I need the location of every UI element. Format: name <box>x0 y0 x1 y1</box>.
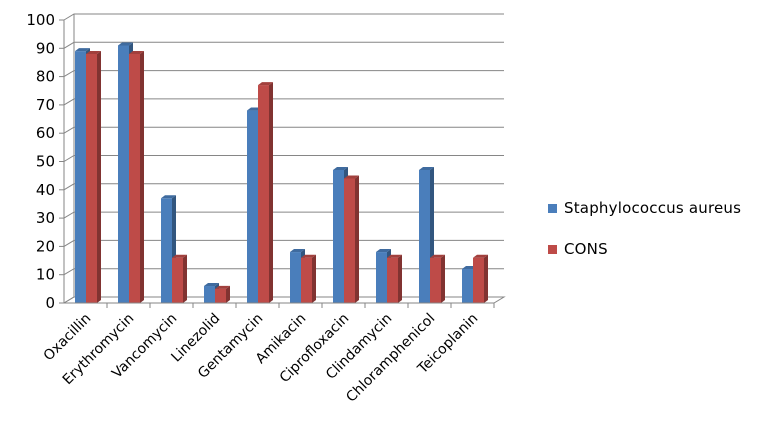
x-axis: OxacillinErythromycinVancomycinLinezolid… <box>41 302 495 406</box>
bar <box>344 175 359 303</box>
gridline <box>63 239 504 247</box>
legend: Staphylococcus aureus CONS <box>548 196 741 278</box>
bar-side <box>484 254 488 303</box>
bar-top <box>86 50 101 54</box>
gridline <box>63 211 504 219</box>
bar-front <box>75 51 86 303</box>
bar-top <box>129 50 144 54</box>
y-tick-label: 30 <box>36 209 55 227</box>
bar-top <box>258 82 273 86</box>
bar <box>473 254 488 303</box>
y-tick-label: 0 <box>45 294 55 312</box>
bar-front <box>247 110 258 303</box>
bar-side <box>140 50 144 304</box>
bar-top <box>344 175 359 179</box>
bars <box>75 42 488 304</box>
bar <box>86 50 101 304</box>
bar-top <box>118 42 133 46</box>
bar <box>172 254 187 303</box>
y-tick-label: 50 <box>36 153 55 171</box>
bar-top <box>376 249 391 253</box>
gridline <box>63 98 504 106</box>
legend-label-cons: CONS <box>564 240 608 258</box>
bar <box>258 82 273 303</box>
y-tick-label: 20 <box>36 237 55 255</box>
bar-top <box>419 166 434 170</box>
y-tick-label: 40 <box>36 181 55 199</box>
bar-side <box>355 175 359 303</box>
bar-front <box>419 169 430 303</box>
bar-side <box>269 82 273 303</box>
bar-front <box>430 257 441 303</box>
bar-front <box>86 53 97 304</box>
bar-front <box>204 286 215 303</box>
bar-side <box>226 285 230 303</box>
bar-front <box>387 257 398 303</box>
bar-front <box>129 53 140 304</box>
bar-top <box>301 254 316 258</box>
y-tick-label: 80 <box>36 68 55 86</box>
y-tick-label: 90 <box>36 39 55 57</box>
gridline <box>63 183 504 191</box>
bar-front <box>462 269 473 303</box>
gridline <box>63 126 504 134</box>
legend-item-s-aureus: Staphylococcus aureus <box>548 196 741 220</box>
bar-top <box>172 254 187 258</box>
legend-label-s-aureus: Staphylococcus aureus <box>564 199 742 217</box>
y-tick-label: 60 <box>36 124 55 142</box>
bar-front <box>161 198 172 303</box>
bar-side <box>97 50 101 304</box>
bar-top <box>430 254 445 258</box>
bar-front <box>473 257 484 303</box>
gridline <box>63 13 504 21</box>
gridline <box>63 70 504 78</box>
bar-front <box>258 85 269 303</box>
legend-swatch-s-aureus <box>548 203 557 213</box>
bar <box>430 254 445 303</box>
bar-top <box>215 285 230 289</box>
gridline <box>63 41 504 49</box>
bar-top <box>161 195 176 199</box>
gridline <box>63 268 504 276</box>
bar-front <box>118 45 129 303</box>
bar-front <box>344 178 355 303</box>
gridline <box>63 155 504 162</box>
bar-side <box>441 254 445 303</box>
bar-side <box>183 254 187 303</box>
bar-top <box>473 254 488 258</box>
gridline <box>63 296 504 304</box>
y-tick-label: 100 <box>26 11 55 29</box>
y-axis: 0 10 20 30 40 50 60 70 80 90 100 <box>26 11 64 312</box>
bar-side <box>312 254 316 303</box>
bar-side <box>398 254 402 303</box>
bar-front <box>333 169 344 303</box>
y-tick-label: 10 <box>36 266 55 284</box>
bar-top <box>333 166 348 170</box>
bar-front <box>172 257 183 303</box>
bar <box>129 50 144 304</box>
bar-front <box>376 252 387 303</box>
bar-front <box>215 288 226 303</box>
bar <box>215 285 230 303</box>
bar <box>387 254 402 303</box>
gridlines <box>63 13 504 304</box>
bar-top <box>75 48 90 52</box>
legend-item-cons: CONS <box>548 237 741 261</box>
legend-swatch-cons <box>548 244 557 254</box>
y-tick-label: 70 <box>36 96 55 114</box>
bar-front <box>290 252 301 303</box>
bar-front <box>301 257 312 303</box>
bar-top <box>387 254 402 258</box>
bar-top <box>290 249 305 253</box>
bar-top <box>204 283 219 287</box>
bar <box>301 254 316 303</box>
